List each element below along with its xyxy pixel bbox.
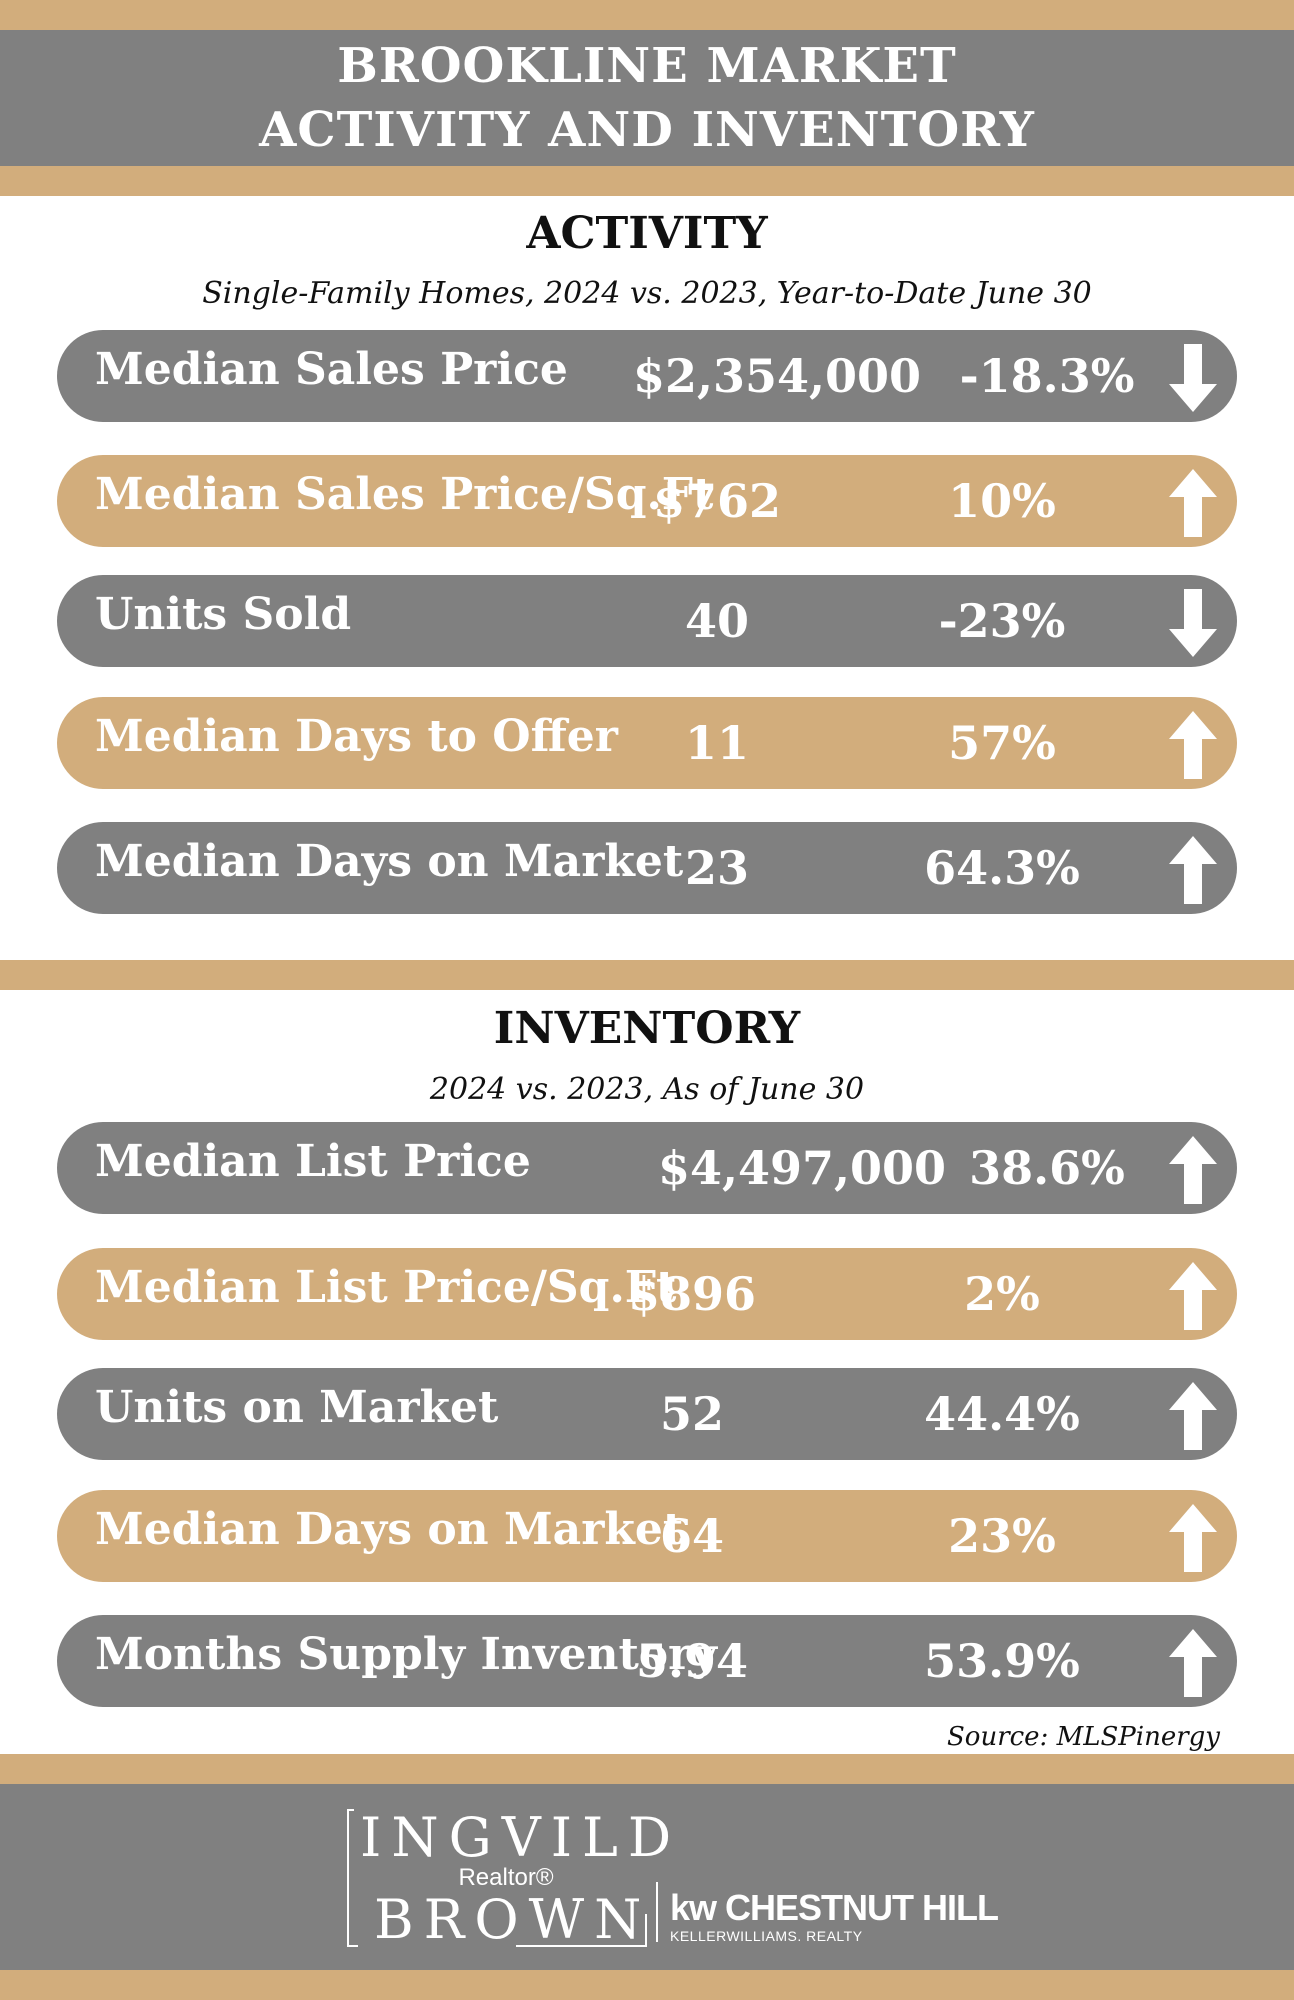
stat-label: Median Days on Market (95, 1504, 684, 1555)
stat-value: 40 (684, 594, 749, 648)
activity-title: ACTIVITY (526, 208, 768, 259)
stat-change: 10% (948, 474, 1056, 528)
stat-change: 23% (948, 1509, 1056, 1563)
stat-value: 11 (684, 716, 749, 770)
arrow-up-icon (1167, 1134, 1219, 1206)
page-title: BROOKLINE MARKET ACTIVITY AND INVENTORY (0, 30, 1294, 166)
arrow-up-icon (1167, 834, 1219, 906)
inventory-subtitle: 2024 vs. 2023, As of June 30 (429, 1072, 865, 1107)
stat-value: $2,354,000 (632, 349, 922, 403)
stat-row: Median List Price $4,497,000 38.6% (57, 1122, 1237, 1214)
arrow-up-icon (1167, 1260, 1219, 1332)
activity-subtitle: Single-Family Homes, 2024 vs. 2023, Year… (202, 276, 1092, 311)
kw-logo: kw CHESTNUT HILL KELLERWILLIAMS. REALTY (670, 1887, 999, 1945)
brand-frame-icon (347, 1809, 647, 1947)
brand-bottom-text: BROWN (374, 1888, 652, 1951)
kw-main-text: kw CHESTNUT HILL (670, 1887, 999, 1928)
arrow-up-icon (1167, 1627, 1219, 1699)
stat-row: Months Supply Inventory 5.94 53.9% (57, 1615, 1237, 1707)
arrow-up-icon (1167, 709, 1219, 781)
page-title-line1: BROOKLINE MARKET (337, 38, 957, 94)
stat-label: Median Days to Offer (95, 711, 618, 762)
stat-change: -23% (938, 594, 1066, 648)
stat-label: Median List Price (95, 1136, 531, 1187)
header-bottom-tan-band (0, 166, 1294, 196)
stat-row: Median Days on Market 64 23% (57, 1490, 1237, 1582)
page-title-line2: ACTIVITY AND INVENTORY (259, 102, 1035, 158)
brand-logo: INGVILD Realtor® BROWN (356, 1810, 671, 1950)
arrow-up-icon (1167, 467, 1219, 539)
source-note: Source: MLSPinergy (946, 1722, 1220, 1752)
stat-label: Median Sales Price (95, 344, 568, 395)
stat-value: $762 (652, 474, 782, 528)
stat-row: Median List Price/Sq.Ft $896 2% (57, 1248, 1237, 1340)
logo-divider (656, 1882, 658, 1942)
stat-value: $896 (627, 1267, 757, 1321)
arrow-up-icon (1167, 1502, 1219, 1574)
stat-label: Units on Market (95, 1382, 499, 1433)
stat-label: Months Supply Inventory (95, 1629, 717, 1680)
stat-change: 38.6% (969, 1141, 1125, 1195)
stat-row: Units Sold 40 -23% (57, 575, 1237, 667)
stat-value: 5.94 (635, 1634, 749, 1688)
stat-change: 53.9% (924, 1634, 1080, 1688)
arrow-down-icon (1167, 587, 1219, 659)
stat-label: Median Sales Price/Sq.Ft (95, 469, 714, 520)
footer-top-tan-band (0, 1754, 1294, 1784)
kw-sub-text: KELLERWILLIAMS. REALTY (670, 1928, 863, 1944)
stat-change: 57% (948, 716, 1056, 770)
stat-row: Median Sales Price $2,354,000 -18.3% (57, 330, 1237, 422)
arrow-down-icon (1167, 342, 1219, 414)
stat-label: Median List Price/Sq.Ft (95, 1262, 677, 1313)
section-divider-band (0, 960, 1294, 990)
stat-change: 44.4% (924, 1387, 1080, 1441)
stat-label: Units Sold (95, 589, 352, 640)
stat-change: 2% (964, 1267, 1040, 1321)
top-tan-band (0, 0, 1294, 30)
brand-top-text: INGVILD (360, 1806, 682, 1869)
stat-value: 23 (684, 841, 749, 895)
stat-row: Units on Market 52 44.4% (57, 1368, 1237, 1460)
stat-row: Median Days to Offer 11 57% (57, 697, 1237, 789)
brand-mid-text: Realtor® (458, 1864, 554, 1891)
stat-row: Median Days on Market 23 64.3% (57, 822, 1237, 914)
stat-change: 64.3% (924, 841, 1080, 895)
stat-change: -18.3% (959, 349, 1135, 403)
stat-row: Median Sales Price/Sq.Ft $762 10% (57, 455, 1237, 547)
header-gray-band (0, 30, 1294, 166)
stat-value: 64 (659, 1509, 724, 1563)
stat-value: 52 (659, 1387, 724, 1441)
footer-bottom-tan-band (0, 1970, 1294, 2000)
inventory-title: INVENTORY (493, 1003, 801, 1054)
stat-label: Median Days on Market (95, 836, 684, 887)
stat-value: $4,497,000 (657, 1141, 947, 1195)
arrow-up-icon (1167, 1380, 1219, 1452)
